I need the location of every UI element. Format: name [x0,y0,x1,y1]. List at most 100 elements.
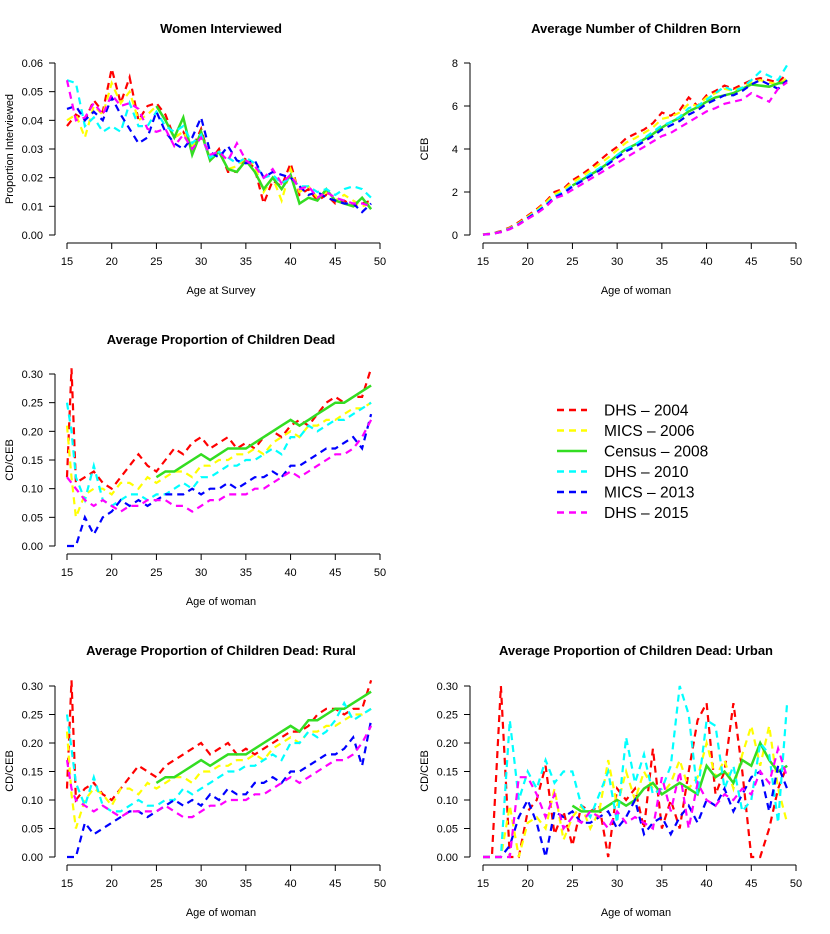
panel-children-dead-rural: Average Proportion of Children Dead: Rur… [4,643,386,919]
series-line-3 [65,401,372,508]
y-tick-label: 8 [452,58,458,70]
series-line-5 [482,81,788,236]
y-tick-label: 0.00 [22,541,43,553]
x-tick-label: 35 [240,878,252,890]
x-tick-label: 25 [150,567,162,579]
panel-title: Average Proportion of Children Dead: Rur… [86,643,356,658]
x-tick-label: 25 [566,256,578,268]
series-line-1 [483,721,789,859]
y-tick-label: 0.01 [22,201,43,213]
series-line-1 [65,707,372,829]
y-ticks: 0.00 0.05 0.10 0.15 0.20 0.25 0.30 [437,681,470,864]
y-tick-label: 0.10 [22,484,43,496]
series-line-3 [65,700,372,813]
x-tick-label: 15 [61,567,73,579]
x-tick-label: 25 [150,256,162,268]
series-lines [65,68,373,214]
series-line-4 [482,78,788,236]
x-tick-label: 15 [477,878,489,890]
series-line-1 [65,401,372,518]
x-tick-label: 30 [195,567,207,579]
series-line-2 [571,739,788,813]
x-tick-label: 25 [566,878,578,890]
x-axis-label: Age of woman [186,907,256,919]
y-tick-label: 0.05 [22,87,43,99]
x-tick-label: 40 [284,256,296,268]
x-tick-label: 25 [150,878,162,890]
y-tick-label: 0.30 [22,681,43,693]
x-tick-label: 50 [374,567,386,579]
x-tick-label: 50 [790,878,802,890]
x-tick-label: 30 [195,256,207,268]
x-tick-label: 20 [106,256,118,268]
y-tick-label: 0.20 [22,426,43,438]
panel-title: Average Proportion of Children Dead: Urb… [499,643,773,658]
y-tick-label: 0.10 [437,795,458,807]
series-lines [483,685,789,859]
series-line-4 [483,761,789,859]
series-line-5 [65,725,373,819]
series-line-0 [65,679,373,804]
series-line-4 [67,413,373,548]
y-axis-label: CD/CEB [419,750,431,792]
panel-women-interviewed: Women Interviewed 15 20 25 30 35 40 45 50 0.000… [4,21,386,297]
y-tick-label: 0.02 [22,173,43,185]
series-lines [482,64,789,236]
y-tick-label: 0.20 [22,738,43,750]
series-line-5 [483,744,789,859]
x-tick-label: 40 [700,878,712,890]
legend-label: MICS – 2013 [604,485,694,502]
x-tick-label: 35 [656,256,668,268]
series-lines [65,367,373,548]
panel-children-dead: Average Proportion of Children Dead 15 20… [4,332,386,608]
series-line-1 [66,79,372,208]
y-tick-label: 0.20 [437,738,458,750]
x-tick-label: 20 [522,256,534,268]
panel-title: Women Interviewed [160,21,282,36]
legend: DHS – 2004 MICS – 2006 Census – 2008 DHS – … [557,403,708,522]
series-line-1 [482,77,788,236]
x-tick-label: 15 [61,878,73,890]
x-axis-label: Age of woman [186,596,256,608]
x-tick-label: 50 [374,878,386,890]
x-tick-label: 50 [374,256,386,268]
y-tick-label: 0.00 [22,230,43,242]
legend-label: DHS – 2010 [604,464,689,481]
y-tick-label: 0.05 [22,824,43,836]
series-line-0 [483,685,789,859]
y-ticks: 0.00 0.01 0.02 0.03 0.04 0.05 0.06 [22,58,55,242]
y-tick-label: 0.25 [437,710,458,722]
x-ticks: 15 20 25 30 35 40 45 50 [61,554,386,579]
x-ticks: 15 20 25 30 35 40 45 50 [61,865,386,890]
y-tick-label: 0.00 [437,852,458,864]
x-tick-label: 35 [240,567,252,579]
y-ticks: 0.00 0.05 0.10 0.15 0.20 0.25 0.30 [22,681,55,864]
x-axis-label: Age of woman [601,285,671,297]
legend-label: DHS – 2004 [604,403,689,420]
y-tick-label: 0.05 [22,512,43,524]
y-tick-label: 0.15 [22,767,43,779]
series-line-4 [67,719,373,859]
y-tick-label: 4 [452,144,458,156]
x-tick-label: 40 [284,878,296,890]
x-tick-label: 20 [106,567,118,579]
legend-label: Census – 2008 [604,444,708,461]
x-tick-label: 40 [700,256,712,268]
series-line-5 [66,419,373,513]
y-tick-label: 0.30 [437,681,458,693]
y-tick-label: 0.30 [22,369,43,381]
y-tick-label: 0.00 [22,852,43,864]
x-tick-label: 35 [240,256,252,268]
y-tick-label: 6 [452,101,458,113]
x-tick-label: 45 [329,256,341,268]
panel-children-dead-urban: Average Proportion of Children Dead: Urb… [419,643,802,919]
series-line-2 [571,81,788,187]
y-tick-label: 0.25 [22,710,43,722]
y-tick-label: 0.25 [22,398,43,410]
y-axis-label: CEB [419,138,431,161]
y-tick-label: 0 [452,230,458,242]
series-line-2 [155,690,372,784]
legend-label: DHS – 2015 [604,505,688,522]
legend-label: MICS – 2006 [604,423,694,440]
